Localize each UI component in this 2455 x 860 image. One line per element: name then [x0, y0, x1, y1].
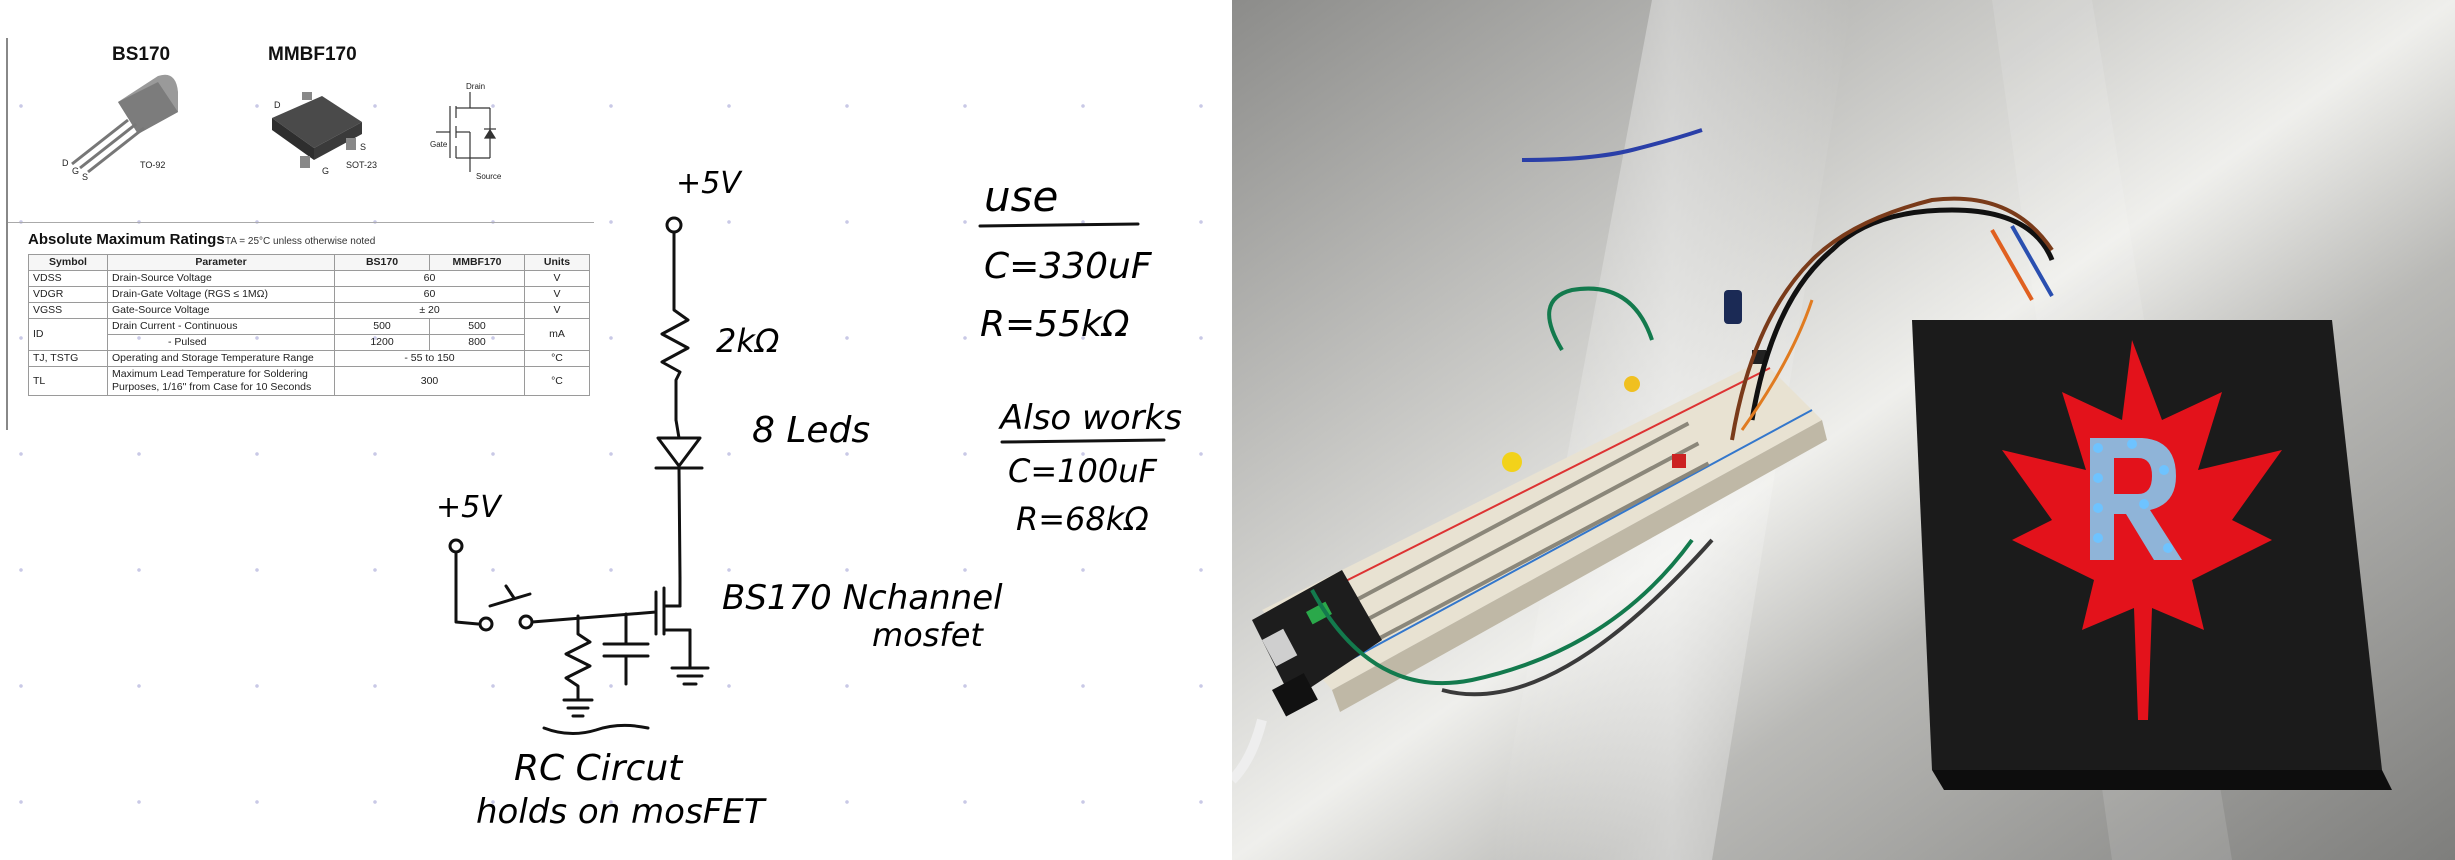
sot23-pin-d: D	[274, 100, 281, 110]
table-title: Absolute Maximum Ratings	[28, 231, 225, 248]
breadboard	[1262, 360, 1827, 712]
letter-r-logo	[2090, 438, 2182, 560]
photo-illustration	[1232, 0, 2455, 860]
package-name-mmbf170: MMBF170	[268, 44, 357, 65]
use-capacitor-value: C=330uF	[984, 246, 1152, 287]
green-wire-2	[1310, 538, 1694, 686]
schematic-panel: BS170 MMBF170 D G S TO-92 D G S SOT-23	[0, 0, 1232, 860]
loose-blue-wire	[1521, 128, 1703, 162]
cell-units: mA	[524, 318, 590, 351]
ribbon-wire-brown	[1730, 196, 2054, 441]
cell-units: °C	[524, 366, 590, 396]
symbol-source-label: Source	[476, 172, 502, 181]
also-resistor-value: R=68kΩ	[1016, 500, 1149, 538]
to92-package-drawing	[71, 74, 178, 174]
table-row: VDGR Drain-Gate Voltage (RGS ≤ 1MΩ) 60 V	[28, 286, 590, 303]
use-heading: use	[984, 172, 1059, 221]
table-header-row: Symbol Parameter BS170 MMBF170 Units	[28, 254, 590, 271]
resistor-2k	[660, 230, 690, 422]
cell-value: 300	[334, 366, 525, 396]
to92-pin-s: S	[82, 172, 89, 182]
green-wire-1	[1547, 286, 1654, 352]
cell-mmbf170: 800	[429, 334, 525, 351]
rc-label-line2: holds on mosFET	[476, 792, 765, 832]
supply-node-left	[448, 538, 464, 554]
cell-symbol: TL	[28, 366, 108, 396]
led-label: 8 Leds	[752, 410, 871, 451]
header-bs170: BS170	[334, 254, 430, 271]
use-resistor-value: R=55kΩ	[980, 304, 1130, 345]
header-units: Units	[524, 254, 590, 271]
to92-pin-g: G	[72, 166, 80, 176]
yellow-led-2	[1624, 376, 1640, 392]
wire-led-to-drain	[677, 466, 682, 580]
sot23-pin-s: S	[360, 142, 367, 152]
push-button-component	[1672, 454, 1686, 468]
cell-symbol: VGSS	[28, 302, 108, 319]
handwritten-schematic	[448, 216, 1166, 735]
electrolytic-capacitor	[1724, 290, 1742, 324]
package-name-bs170: BS170	[112, 44, 171, 65]
mosfet-label-line2: mosfet	[872, 616, 983, 654]
to92-package-type: TO-92	[140, 160, 166, 170]
header-symbol: Symbol	[28, 254, 108, 271]
yellow-led	[1502, 452, 1522, 472]
mosfet-symbol-icon	[436, 92, 497, 172]
mosfet-label-line1: BS170 Nchannel	[722, 578, 1003, 618]
sot23-pin-g: G	[322, 166, 330, 176]
black-wire	[1441, 538, 1714, 697]
to92-pin-d: D	[62, 158, 69, 168]
sot23-package-type: SOT-23	[346, 160, 378, 170]
use-underline	[978, 222, 1140, 228]
also-works-underline	[1000, 438, 1166, 444]
maple-leaf-board	[1912, 320, 2392, 790]
symbol-gate-label: Gate	[430, 140, 448, 149]
rc-resistor	[564, 614, 592, 702]
ribbon-wire-black	[1749, 207, 2055, 421]
table-row: VDSS Drain-Source Voltage 60 V	[28, 270, 590, 287]
table-row: ID Drain Current - Continuous 500 500 mA	[28, 318, 590, 351]
power-supply-module	[1232, 570, 1382, 784]
rc-label-line1: RC Circut	[514, 748, 683, 789]
also-capacitor-value: C=100uF	[1008, 452, 1157, 490]
rc-brace	[542, 723, 650, 735]
section-divider	[8, 222, 594, 223]
wire-to-gate	[530, 610, 658, 624]
push-button-contact	[488, 592, 532, 608]
header-mmbf170: MMBF170	[429, 254, 525, 271]
table-condition: TA = 25°C unless otherwise noted	[225, 236, 376, 247]
dot-grid-background	[0, 0, 1232, 860]
resistor-label: 2kΩ	[716, 322, 780, 360]
cell-param: Maximum Lead Temperature for Soldering P…	[107, 366, 335, 396]
cell-mmbf170: 500	[429, 318, 525, 335]
supply-node-top	[665, 216, 683, 234]
table-row: TL Maximum Lead Temperature for Solderin…	[28, 366, 590, 396]
led-diode-symbol	[656, 436, 702, 468]
build-photo	[1232, 0, 2455, 860]
left-margin-line	[6, 38, 8, 430]
cell-param: Drain-Gate Voltage (RGS ≤ 1MΩ)	[107, 286, 335, 303]
also-works-heading: Also works	[1000, 398, 1183, 438]
symbol-drain-label: Drain	[466, 82, 486, 91]
supply-left-label: +5V	[436, 490, 501, 525]
header-parameter: Parameter	[107, 254, 335, 271]
led-lights	[2093, 439, 2173, 553]
orange-wire	[1740, 299, 1814, 431]
supply-top-label: +5V	[676, 166, 741, 201]
sot23-package-drawing	[272, 92, 362, 168]
absolute-max-ratings-table: Symbol Parameter BS170 MMBF170 Units VDS…	[28, 254, 590, 396]
